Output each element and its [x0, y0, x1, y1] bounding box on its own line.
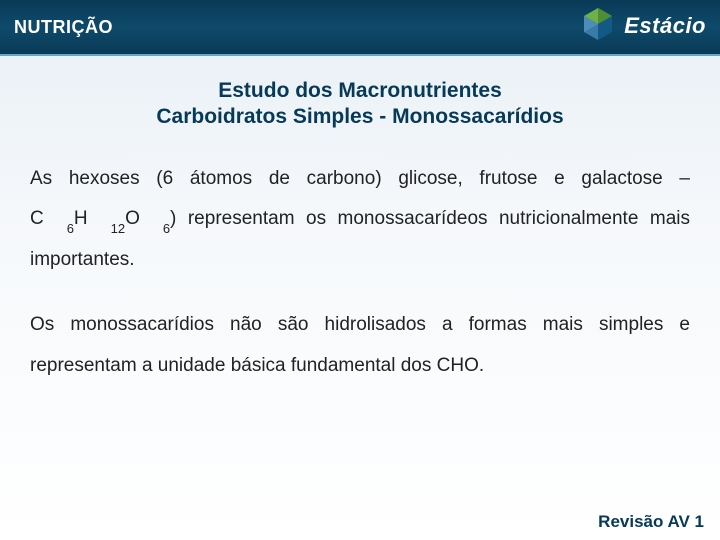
formula-sub-12: 12 [111, 221, 125, 236]
brand-logo: Estácio [578, 6, 706, 46]
slide-title: Estudo dos Macronutrientes Carboidratos … [30, 78, 690, 131]
title-line-2: Carboidratos Simples - Monossacarídios [156, 105, 563, 128]
header-bar: NUTRIÇÃO Estácio [0, 0, 720, 56]
formula-h: H [74, 208, 88, 229]
paragraph-2: Os monossacarídios não são hidrolisados … [30, 305, 690, 387]
formula-c: C [30, 208, 44, 229]
formula-o: O [125, 208, 140, 229]
header-title: NUTRIÇÃO [14, 17, 113, 38]
para1-part-a: As hexoses (6 átomos de carbono) glicose… [30, 168, 690, 189]
footer-text: Revisão AV 1 [598, 512, 704, 532]
brand-logo-icon [578, 6, 618, 46]
formula-sub-6a: 6 [67, 221, 74, 236]
formula-close: ) [170, 208, 176, 229]
brand-logo-text: Estácio [624, 13, 706, 39]
formula-sub-6b: 6 [163, 221, 170, 236]
title-line-1: Estudo dos Macronutrientes [218, 79, 502, 102]
paragraph-1: As hexoses (6 átomos de carbono) glicose… [30, 159, 690, 282]
slide-content: Estudo dos Macronutrientes Carboidratos … [0, 56, 720, 387]
